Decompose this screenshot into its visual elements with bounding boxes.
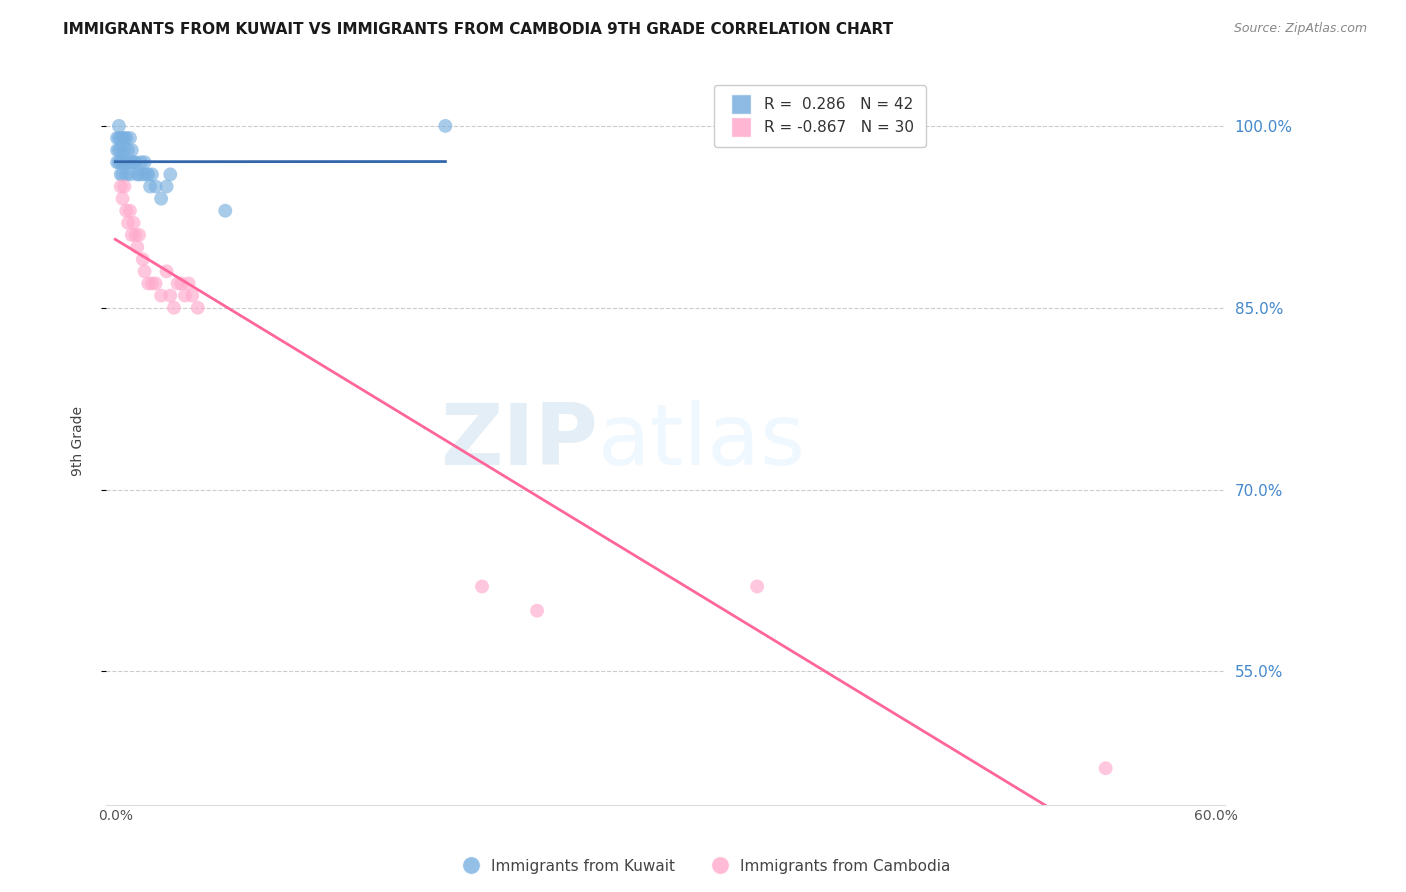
Point: [526, 604, 548, 618]
Point: [127, 240, 149, 254]
Point: [108, 155, 131, 169]
Point: [110, 143, 132, 157]
Point: [110, 131, 132, 145]
Point: [136, 168, 159, 182]
Point: [159, 288, 181, 302]
Point: [111, 168, 134, 182]
Text: Source: ZipAtlas.com: Source: ZipAtlas.com: [1233, 22, 1367, 36]
Point: [747, 579, 769, 593]
Point: [174, 288, 197, 302]
Point: [122, 155, 145, 169]
Point: [135, 168, 157, 182]
Point: [110, 179, 132, 194]
Point: [181, 288, 204, 302]
Point: [111, 192, 134, 206]
Point: [117, 216, 139, 230]
Point: [115, 131, 138, 145]
Point: [132, 168, 155, 182]
Point: [124, 227, 146, 242]
Point: [170, 277, 193, 291]
Point: [145, 277, 167, 291]
Point: [214, 203, 236, 218]
Point: [111, 131, 134, 145]
Point: [139, 179, 162, 194]
Point: [117, 155, 139, 169]
Point: [155, 179, 177, 194]
Legend: Immigrants from Kuwait, Immigrants from Cambodia: Immigrants from Kuwait, Immigrants from …: [450, 853, 956, 880]
Point: [136, 277, 159, 291]
Point: [115, 168, 138, 182]
Point: [115, 203, 138, 218]
Point: [112, 155, 135, 169]
Point: [112, 179, 135, 194]
Point: [124, 155, 146, 169]
Point: [118, 168, 141, 182]
Text: ZIP: ZIP: [440, 400, 599, 483]
Text: IMMIGRANTS FROM KUWAIT VS IMMIGRANTS FROM CAMBODIA 9TH GRADE CORRELATION CHART: IMMIGRANTS FROM KUWAIT VS IMMIGRANTS FRO…: [63, 22, 893, 37]
Point: [127, 168, 149, 182]
Point: [163, 301, 186, 315]
Point: [117, 143, 139, 157]
Point: [110, 168, 132, 182]
Point: [118, 203, 141, 218]
Y-axis label: 9th Grade: 9th Grade: [72, 406, 86, 476]
Point: [108, 143, 131, 157]
Point: [166, 277, 188, 291]
Point: [159, 168, 181, 182]
Point: [105, 155, 128, 169]
Point: [471, 579, 494, 593]
Point: [150, 288, 173, 302]
Point: [150, 192, 173, 206]
Point: [134, 155, 156, 169]
Point: [108, 131, 131, 145]
Point: [132, 252, 155, 267]
Point: [118, 131, 141, 145]
Point: [121, 227, 143, 242]
Point: [1094, 761, 1116, 775]
Point: [108, 119, 131, 133]
Point: [112, 131, 135, 145]
Point: [141, 277, 163, 291]
Point: [110, 155, 132, 169]
Point: [434, 119, 457, 133]
Point: [111, 155, 134, 169]
Point: [177, 277, 200, 291]
Point: [121, 143, 143, 157]
Point: [105, 131, 128, 145]
Point: [134, 264, 156, 278]
Point: [155, 264, 177, 278]
Text: atlas: atlas: [599, 400, 806, 483]
Point: [187, 301, 209, 315]
Point: [141, 168, 163, 182]
Point: [128, 227, 150, 242]
Point: [121, 155, 143, 169]
Point: [129, 155, 152, 169]
Point: [128, 168, 150, 182]
Point: [105, 143, 128, 157]
Point: [112, 143, 135, 157]
Point: [145, 179, 167, 194]
Legend: R =  0.286   N = 42, R = -0.867   N = 30: R = 0.286 N = 42, R = -0.867 N = 30: [714, 85, 927, 147]
Point: [122, 216, 145, 230]
